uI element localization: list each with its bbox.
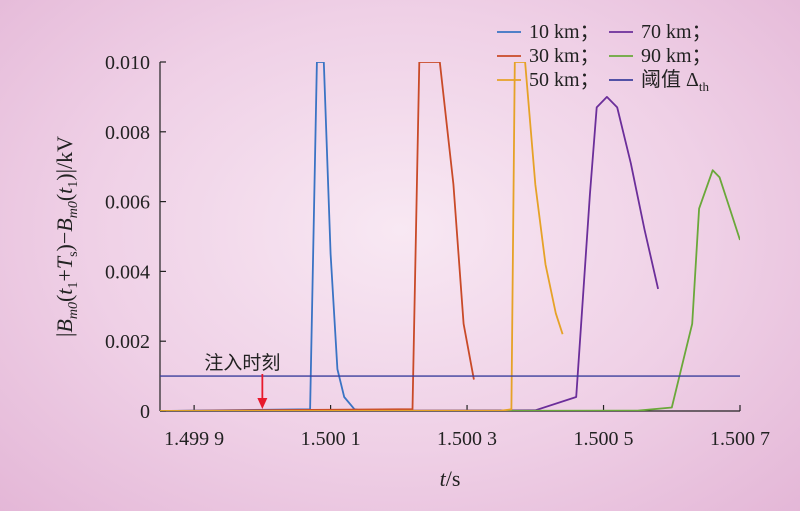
series-line [160,62,564,411]
axis-labels: t/s |Bm0(t1+Ts)−Bm0(t1)|/kV [52,136,460,491]
legend: 10 km； 70 km； 30 km； 90 km； 50 km； 阈值 Δth [497,21,712,94]
series-line [160,62,365,411]
legend-label: 阈值 Δth [641,68,709,94]
y-tick-label: 0.008 [105,122,150,144]
series-line [160,96,659,411]
x-tick-label: 1.500 3 [437,428,497,450]
x-tick-label: 1.499 9 [164,428,224,450]
annotation-arrowhead [257,398,268,409]
injection-annotation: 注入时刻 [204,352,280,409]
plot-axes: 0 0.002 0.004 0.006 0.008 0.010 1.499 9 1.500 1… [105,52,770,450]
x-tick-label: 1.500 1 [301,428,361,450]
y-tick-label: 0.004 [105,261,150,283]
series-lines [160,62,740,411]
x-tick-label: 1.500 7 [710,428,770,450]
series-line [160,169,740,411]
legend-label: 70 km； [641,21,712,43]
y-tick-label: 0.006 [105,192,150,214]
y-tick-label: 0.010 [105,52,150,74]
legend-label: 10 km； [529,21,600,43]
y-axis-title: |Bm0(t1+Ts)−Bm0(t1)|/kV [52,136,81,337]
legend-label: 30 km； [529,45,600,67]
y-tick-label: 0.002 [105,331,150,353]
legend-label: 50 km； [529,69,600,91]
x-axis-title: t/s [440,466,461,491]
x-tick-label: 1.500 5 [574,428,634,450]
y-tick-label: 0 [140,401,150,423]
series-line [160,62,475,411]
legend-label: 90 km； [641,45,712,67]
annotation-label: 注入时刻 [204,352,280,374]
